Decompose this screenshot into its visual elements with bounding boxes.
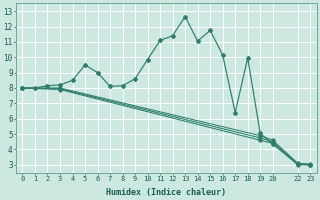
X-axis label: Humidex (Indice chaleur): Humidex (Indice chaleur)	[106, 188, 226, 197]
